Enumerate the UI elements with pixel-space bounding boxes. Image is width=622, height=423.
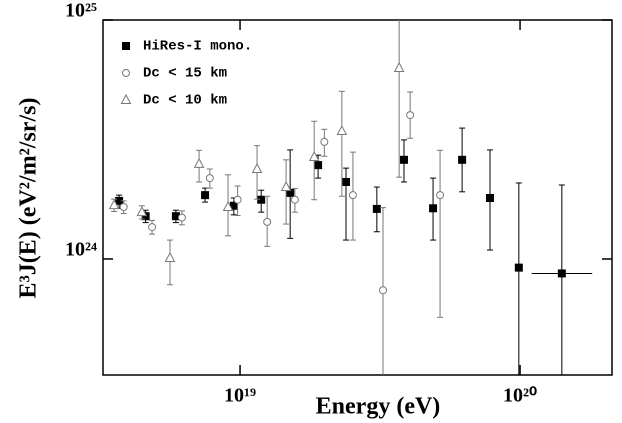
marker-circle — [205, 174, 214, 183]
marker-square — [399, 155, 408, 164]
marker-circle — [122, 69, 130, 77]
marker-circle — [379, 286, 388, 295]
marker-square — [229, 201, 238, 210]
marker-square — [115, 196, 124, 205]
marker-circle — [148, 223, 157, 232]
marker-triangle — [193, 157, 205, 168]
marker-square — [557, 269, 566, 278]
marker-circle — [119, 203, 128, 212]
marker-circle — [406, 111, 415, 120]
marker-circle — [320, 137, 329, 146]
marker-circle — [436, 191, 445, 200]
x-axis-label: Energy (eV) — [316, 394, 441, 420]
marker-circle — [233, 195, 242, 204]
marker-triangle — [120, 93, 132, 104]
marker-square — [122, 42, 130, 50]
marker-circle — [348, 191, 357, 200]
marker-square — [314, 161, 323, 170]
marker-triangle — [308, 150, 320, 162]
marker-square — [257, 195, 266, 204]
marker-circle — [177, 213, 186, 222]
y-tick-label: 10²⁵ — [65, 0, 97, 22]
marker-triangle — [164, 251, 176, 262]
marker-triangle — [336, 124, 348, 136]
x-tick-label: 10²⁰ — [503, 385, 537, 407]
marker-triangle — [251, 162, 263, 173]
marker-square — [342, 177, 351, 186]
marker-triangle — [280, 180, 292, 192]
marker-square — [514, 263, 523, 272]
marker-square — [429, 204, 438, 213]
marker-square — [372, 204, 381, 213]
marker-square — [171, 212, 180, 221]
x-tick-label: 10¹⁹ — [224, 385, 256, 407]
legend-label: Dc < 10 km — [143, 93, 227, 109]
marker-triangle — [222, 200, 234, 212]
marker-circle — [290, 195, 299, 204]
plot-frame — [102, 19, 613, 376]
y-tick-label: 10²⁴ — [65, 239, 97, 261]
marker-triangle — [136, 206, 148, 217]
y-axis-label: E³J(E) (eV²/m²/sr/s) — [16, 98, 42, 299]
legend-label: Dc < 15 km — [143, 66, 227, 82]
marker-square — [458, 155, 467, 164]
marker-square — [201, 191, 210, 200]
marker-triangle — [393, 61, 405, 72]
marker-square — [485, 193, 494, 202]
marker-square — [286, 188, 295, 197]
legend-label: HiRes-I mono. — [143, 39, 252, 55]
marker-triangle — [108, 199, 120, 210]
marker-square — [141, 212, 150, 221]
marker-circle — [263, 217, 272, 226]
